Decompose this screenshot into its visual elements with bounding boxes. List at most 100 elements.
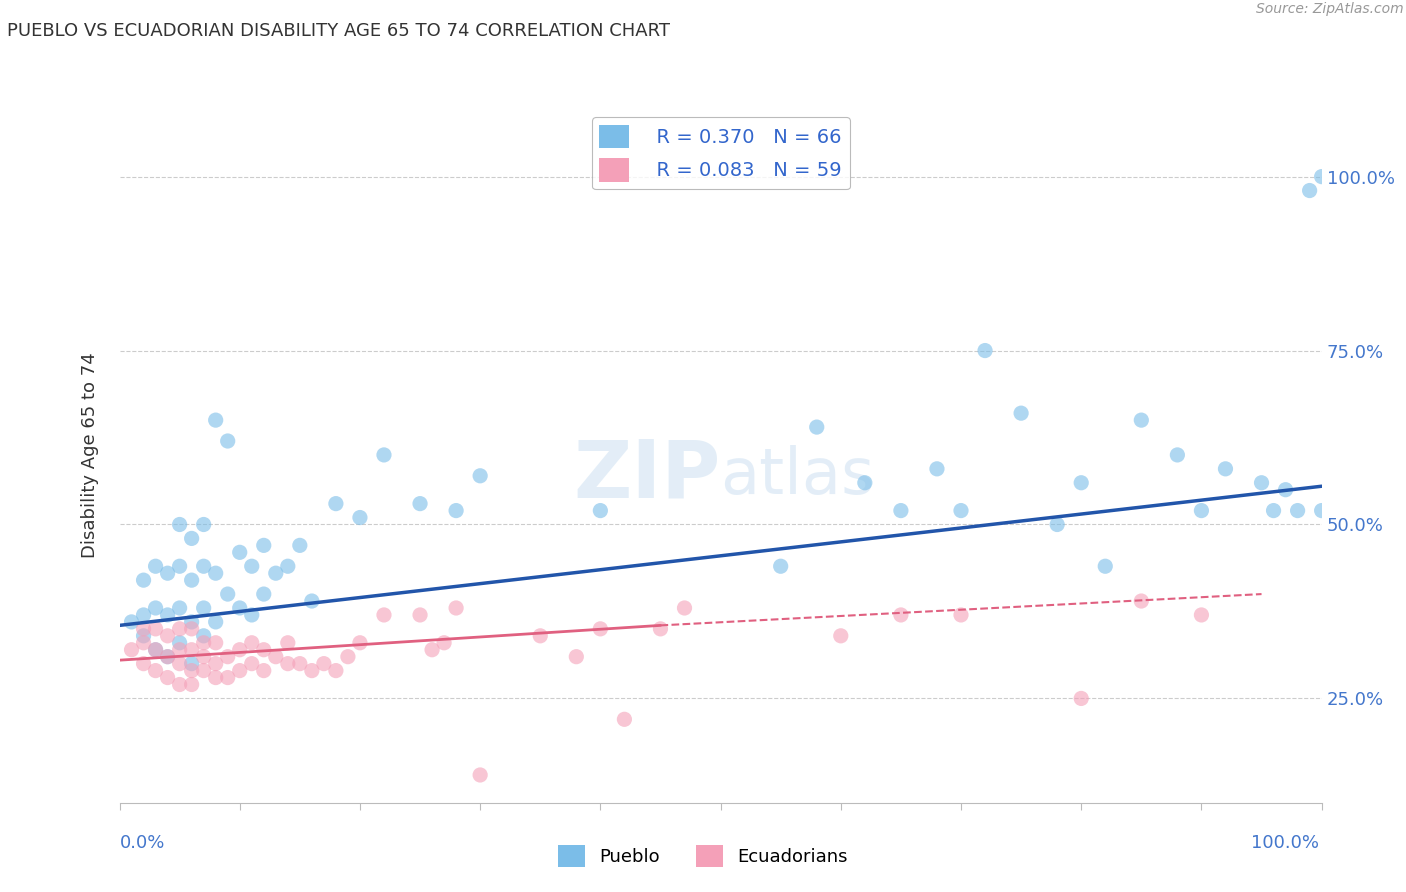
- Point: [156, 649, 179, 664]
- Point: [217, 587, 239, 601]
- Point: [468, 768, 492, 782]
- Point: [1166, 448, 1188, 462]
- Point: [1274, 483, 1296, 497]
- Point: [253, 587, 276, 601]
- Text: 100.0%: 100.0%: [1251, 834, 1319, 852]
- Point: [132, 657, 155, 671]
- Point: [769, 559, 792, 574]
- Point: [806, 420, 828, 434]
- Point: [325, 497, 347, 511]
- Point: [288, 657, 311, 671]
- Point: [253, 664, 276, 678]
- Point: [193, 636, 215, 650]
- Point: [444, 601, 467, 615]
- Point: [444, 503, 467, 517]
- Point: [1263, 503, 1285, 517]
- Text: PUEBLO VS ECUADORIAN DISABILITY AGE 65 TO 74 CORRELATION CHART: PUEBLO VS ECUADORIAN DISABILITY AGE 65 T…: [7, 22, 671, 40]
- Point: [1189, 607, 1212, 622]
- Point: [240, 636, 263, 650]
- Point: [409, 497, 432, 511]
- Point: [240, 657, 263, 671]
- Point: [228, 601, 252, 615]
- Point: [264, 566, 287, 581]
- Point: [240, 559, 263, 574]
- Point: [156, 649, 179, 664]
- Point: [433, 636, 456, 650]
- Point: [145, 664, 167, 678]
- Point: [204, 413, 226, 427]
- Point: [312, 657, 335, 671]
- Point: [132, 622, 155, 636]
- Point: [1046, 517, 1069, 532]
- Point: [1189, 503, 1212, 517]
- Point: [673, 601, 696, 615]
- Point: [301, 594, 323, 608]
- Point: [121, 642, 143, 657]
- Point: [1130, 594, 1153, 608]
- Point: [132, 636, 155, 650]
- Point: [169, 601, 191, 615]
- Point: [169, 559, 191, 574]
- Point: [228, 642, 252, 657]
- Point: [949, 607, 972, 622]
- Point: [156, 607, 179, 622]
- Point: [169, 517, 191, 532]
- Point: [204, 657, 226, 671]
- Point: [193, 601, 215, 615]
- Point: [180, 664, 202, 678]
- Point: [228, 545, 252, 559]
- Point: [853, 475, 876, 490]
- Point: [1010, 406, 1032, 420]
- Point: [949, 503, 972, 517]
- Point: [180, 677, 202, 691]
- Point: [145, 559, 167, 574]
- Point: [1310, 169, 1333, 184]
- Point: [145, 642, 167, 657]
- Point: [1286, 503, 1309, 517]
- Point: [180, 642, 202, 657]
- Point: [890, 607, 912, 622]
- Point: [169, 636, 191, 650]
- Point: [277, 559, 299, 574]
- Point: [217, 434, 239, 448]
- Text: ZIP: ZIP: [574, 437, 720, 515]
- Point: [204, 615, 226, 629]
- Point: [156, 566, 179, 581]
- Legend: Pueblo, Ecuadorians: Pueblo, Ecuadorians: [551, 838, 855, 874]
- Point: [217, 671, 239, 685]
- Point: [468, 468, 492, 483]
- Point: [1070, 475, 1092, 490]
- Point: [277, 636, 299, 650]
- Point: [156, 671, 179, 685]
- Point: [925, 462, 948, 476]
- Point: [240, 607, 263, 622]
- Point: [373, 607, 395, 622]
- Point: [565, 649, 588, 664]
- Point: [193, 629, 215, 643]
- Point: [132, 573, 155, 587]
- Text: atlas: atlas: [720, 445, 875, 507]
- Point: [373, 448, 395, 462]
- Point: [145, 642, 167, 657]
- Point: [325, 664, 347, 678]
- Point: [145, 601, 167, 615]
- Point: [169, 642, 191, 657]
- Point: [145, 622, 167, 636]
- Point: [264, 649, 287, 664]
- Point: [217, 649, 239, 664]
- Point: [204, 636, 226, 650]
- Point: [1250, 475, 1272, 490]
- Point: [613, 712, 636, 726]
- Text: 0.0%: 0.0%: [120, 834, 165, 852]
- Point: [228, 664, 252, 678]
- Point: [169, 622, 191, 636]
- Point: [253, 538, 276, 552]
- Point: [1094, 559, 1116, 574]
- Point: [589, 622, 612, 636]
- Legend:   R = 0.370   N = 66,   R = 0.083   N = 59: R = 0.370 N = 66, R = 0.083 N = 59: [592, 117, 849, 189]
- Point: [253, 642, 276, 657]
- Point: [204, 671, 226, 685]
- Point: [830, 629, 852, 643]
- Point: [156, 629, 179, 643]
- Point: [180, 657, 202, 671]
